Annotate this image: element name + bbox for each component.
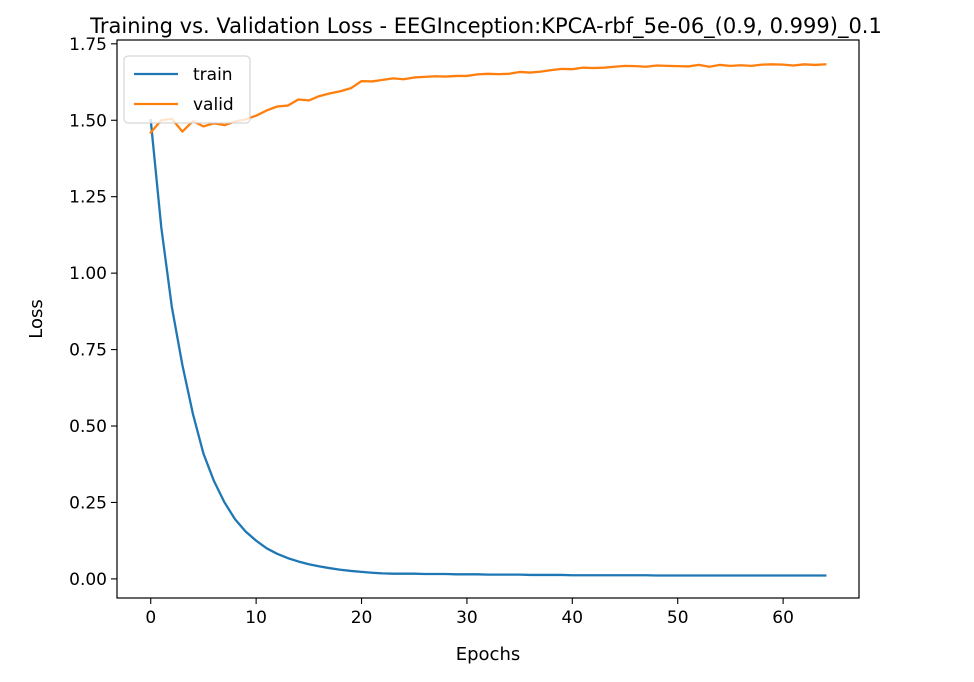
y-tick-label: 0.25 — [69, 493, 107, 513]
series-line-valid — [149, 63, 827, 135]
x-axis-label: Epochs — [456, 644, 521, 665]
y-tick-label: 1.75 — [69, 35, 107, 55]
legend-label-train: train — [193, 65, 233, 85]
x-tick-label: 40 — [561, 608, 583, 628]
x-axis: 0 10 20 30 40 50 60 — [145, 598, 794, 628]
plot-frame — [116, 39, 860, 599]
y-tick-label: 1.25 — [69, 188, 107, 208]
x-tick-label: 0 — [145, 608, 156, 628]
y-tick-label: 1.50 — [69, 111, 107, 131]
x-tick-label: 10 — [245, 608, 267, 628]
x-tick-label: 60 — [772, 608, 794, 628]
y-tick-label: 0.75 — [69, 341, 107, 361]
chart-title: Training vs. Validation Loss - EEGIncept… — [89, 14, 882, 39]
plot-area — [116, 39, 860, 599]
x-tick-label: 20 — [351, 608, 373, 628]
series-layer — [149, 63, 827, 577]
legend-items: train valid — [134, 65, 234, 115]
x-tick-label: 30 — [456, 608, 478, 628]
y-axis: 0.00 0.25 0.50 0.75 1.00 1.25 1.50 1.75 — [69, 35, 117, 590]
y-tick-label: 0.50 — [69, 417, 107, 437]
x-tick-label: 50 — [667, 608, 689, 628]
legend-label-valid: valid — [193, 95, 234, 115]
y-tick-label: 1.00 — [69, 264, 107, 284]
y-axis-label: Loss — [26, 299, 47, 338]
series-line-train — [149, 119, 827, 577]
y-tick-label: 0.00 — [69, 570, 107, 590]
legend: train valid — [123, 55, 251, 124]
legend-box — [123, 55, 251, 124]
